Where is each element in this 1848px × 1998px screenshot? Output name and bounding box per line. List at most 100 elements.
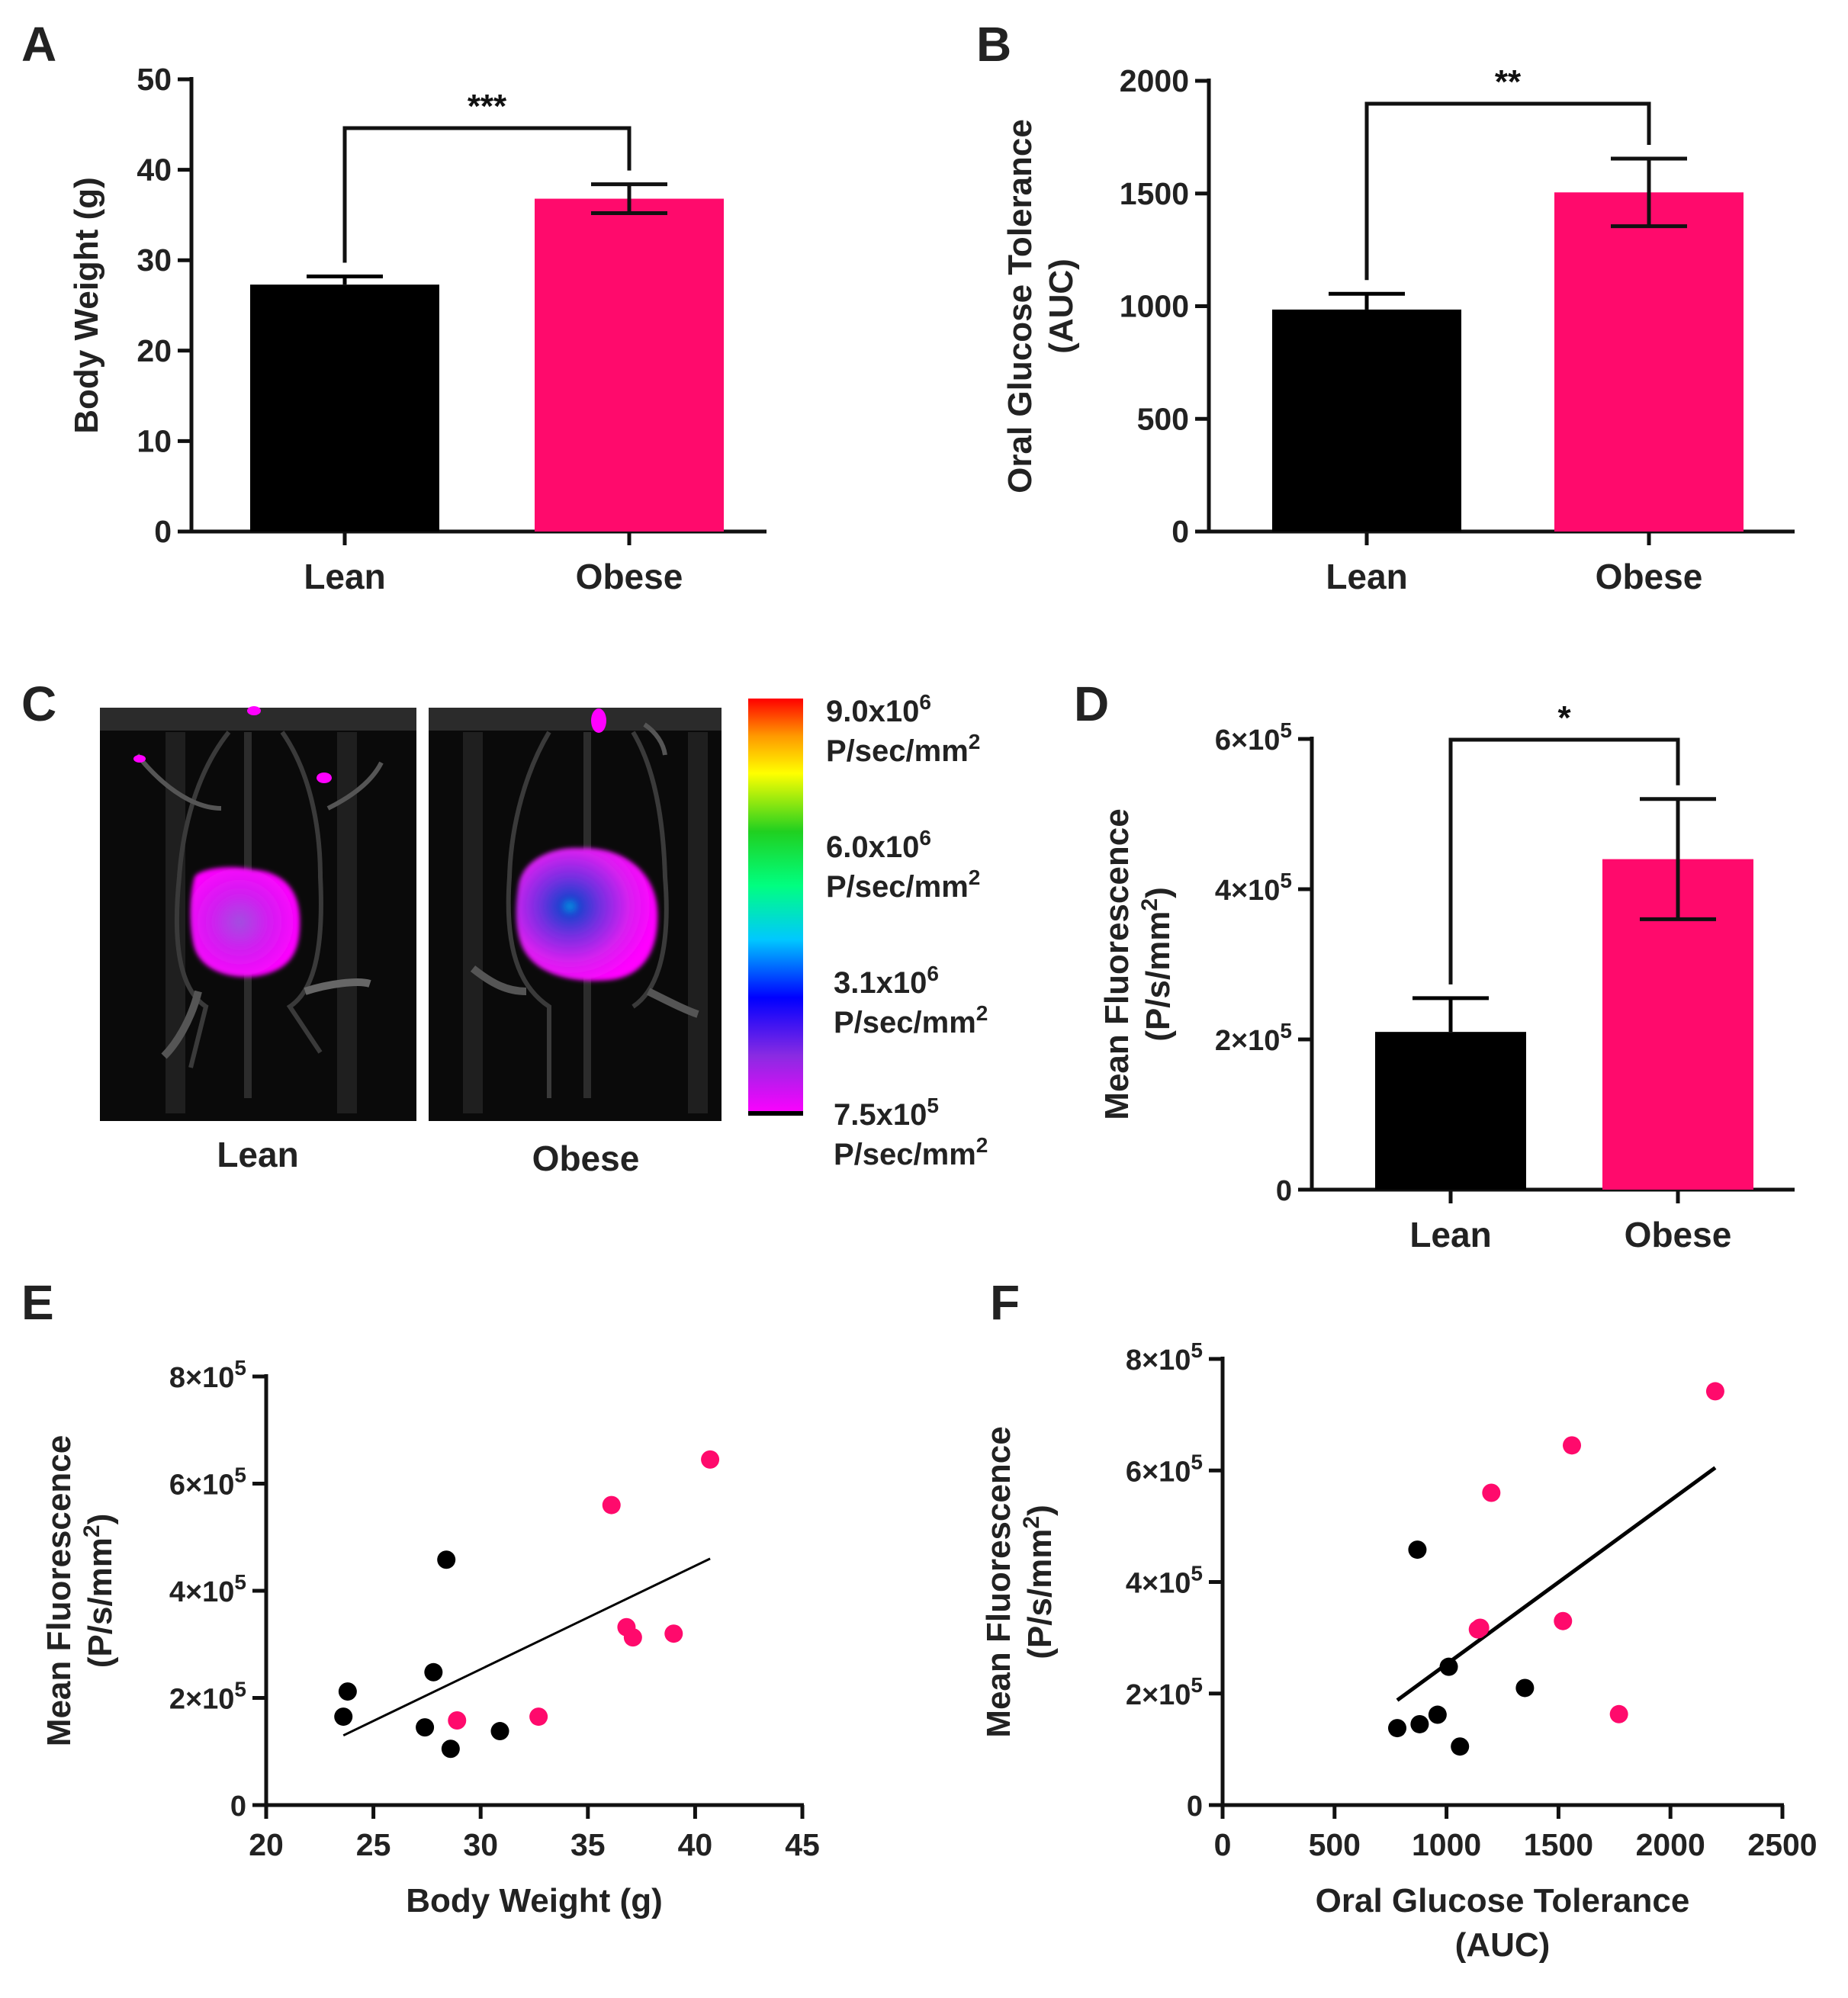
point-obese — [1482, 1483, 1501, 1502]
chart-panel-d: 0 2×105 4×105 6×105 Mean Fluorescence (P/s/mm… — [1098, 699, 1795, 1254]
x-tick-label: 45 — [785, 1827, 820, 1862]
y-axis-label-text: Body Weight (g) — [68, 177, 105, 433]
point-lean — [334, 1707, 353, 1727]
colorbar — [748, 699, 803, 1116]
panel-label-a: A — [21, 17, 56, 72]
y-tick-label: 6×105 — [1215, 718, 1292, 756]
x-tick-label: 1000 — [1412, 1827, 1481, 1862]
y-tick-label: 2×105 — [1215, 1019, 1292, 1057]
x-tick-label-obese: Obese — [1596, 557, 1703, 596]
x-tick-label: 30 — [463, 1827, 498, 1862]
colorbar-unit: P/sec/mm2 — [826, 730, 980, 768]
bar-obese — [1554, 192, 1744, 532]
point-obese — [602, 1495, 621, 1515]
point-lean — [1410, 1714, 1429, 1733]
y-tick-label: 8×105 — [169, 1356, 246, 1394]
point-lean — [437, 1550, 456, 1569]
colorbar-value: 3.1x106 — [834, 962, 939, 1000]
point-obese — [1705, 1382, 1724, 1401]
x-tick-label-obese: Obese — [576, 557, 683, 596]
significance-marker: *** — [468, 88, 507, 125]
y-tick-label: 2×105 — [1126, 1673, 1203, 1711]
colorbar-unit: P/sec/mm2 — [826, 866, 980, 904]
image-label-lean: Lean — [217, 1135, 298, 1174]
y-tick-label: 6×105 — [1126, 1450, 1203, 1488]
y-tick-label: 0 — [230, 1791, 246, 1823]
point-lean — [338, 1682, 357, 1701]
bar-lean — [250, 284, 439, 532]
significance-bracket — [1448, 737, 1680, 985]
y-tick-label: 30 — [137, 243, 172, 278]
point-lean — [490, 1722, 509, 1741]
y-tick-label: 500 — [1137, 401, 1189, 436]
y-tick-label: 0 — [154, 514, 172, 549]
point-obese — [1563, 1436, 1582, 1455]
y-tick-label: 4×105 — [1215, 869, 1292, 907]
y-tick-label: 0 — [1171, 514, 1189, 549]
bar-lean — [1272, 309, 1461, 532]
colorbar-value: 6.0x106 — [826, 826, 931, 864]
point-lean — [1451, 1737, 1470, 1756]
chart-panel-e: 0 2×105 4×105 6×105 8×105 20 25 30 35 40 45 Mean Fl… — [40, 1356, 820, 1919]
point-lean — [1515, 1678, 1535, 1698]
image-label-obese: Obese — [532, 1139, 640, 1178]
chart-panel-a: 0 10 20 30 40 50 Body Weight (g) Lean Obese *** — [68, 62, 767, 596]
y-tick-label: 0 — [1187, 1791, 1203, 1823]
x-tick-label: 1500 — [1524, 1827, 1593, 1862]
y-tick-label: 4×105 — [169, 1570, 246, 1608]
y-axis-label: Body Weight (g) — [68, 177, 105, 433]
panel-label-f: F — [990, 1275, 1020, 1330]
point-obese — [1470, 1618, 1490, 1637]
colorbar-unit: P/sec/mm2 — [834, 1133, 988, 1171]
imaging-panel-c: Lean Obese 9.0x106P/sec/mm26.0x106P/sec/… — [100, 690, 988, 1178]
x-tick-label: 2000 — [1636, 1827, 1705, 1862]
point-obese — [529, 1707, 548, 1727]
point-lean — [441, 1739, 460, 1759]
bar-obese — [535, 198, 724, 532]
y-axis-label-line1: Mean Fluorescence — [980, 1426, 1017, 1737]
panel-label-e: E — [21, 1275, 54, 1330]
x-tick-label: 25 — [356, 1827, 391, 1862]
x-tick-label-lean: Lean — [1326, 557, 1407, 596]
y-tick-label: 6×105 — [169, 1463, 246, 1502]
point-lean — [1439, 1657, 1458, 1676]
y-axis-label-line1: Mean Fluorescence — [40, 1435, 78, 1746]
point-obese — [623, 1628, 642, 1647]
x-axis-label-line2: (AUC) — [1455, 1926, 1551, 1964]
point-obese — [701, 1450, 720, 1469]
y-axis-label: Mean Fluorescence (P/s/mm2) — [980, 1426, 1059, 1737]
x-tick-label: 0 — [1214, 1827, 1232, 1862]
y-axis-label-line1: Oral Glucose Tolerance — [1001, 119, 1039, 493]
panel-label-d: D — [1074, 676, 1109, 731]
y-tick-label: 1000 — [1120, 289, 1189, 324]
point-lean — [1408, 1540, 1427, 1560]
y-axis-label-line2: (P/s/mm2) — [79, 1514, 119, 1669]
y-axis-label: Mean Fluorescence (P/s/mm2) — [40, 1435, 119, 1746]
y-tick-label: 20 — [137, 333, 172, 368]
panel-label-c: C — [21, 676, 56, 731]
chart-panel-f: 0 2×105 4×105 6×105 8×105 0 500 1000 1500 2000 250… — [980, 1338, 1817, 1964]
colorbar-value: 9.0x106 — [826, 690, 931, 728]
point-obese — [1609, 1704, 1628, 1723]
point-lean — [1388, 1719, 1407, 1738]
chart-panel-b: 0 500 1000 1500 2000 Oral Glucose Tolerance (A… — [1001, 63, 1795, 596]
point-obese — [1554, 1611, 1573, 1630]
colorbar-labels: 9.0x106P/sec/mm26.0x106P/sec/mm23.1x106P… — [826, 690, 988, 1171]
y-tick-label: 2×105 — [169, 1678, 246, 1716]
point-obese — [448, 1711, 467, 1730]
point-lean — [416, 1718, 435, 1737]
bar-lean — [1375, 1032, 1526, 1190]
y-axis-label: Oral Glucose Tolerance (AUC) — [1001, 119, 1080, 493]
y-axis-label-line1: Mean Fluorescence — [1098, 808, 1136, 1119]
point-obese — [664, 1624, 683, 1643]
regression-line — [342, 1557, 711, 1737]
y-axis-label-line2: (AUC) — [1043, 259, 1080, 354]
point-lean — [424, 1662, 443, 1682]
y-tick-label: 0 — [1276, 1175, 1292, 1207]
x-tick-label-lean: Lean — [1409, 1215, 1491, 1254]
point-lean — [1428, 1705, 1447, 1724]
panel-label-b: B — [976, 17, 1011, 72]
y-tick-label: 40 — [137, 153, 172, 188]
y-tick-label: 2000 — [1120, 63, 1189, 98]
